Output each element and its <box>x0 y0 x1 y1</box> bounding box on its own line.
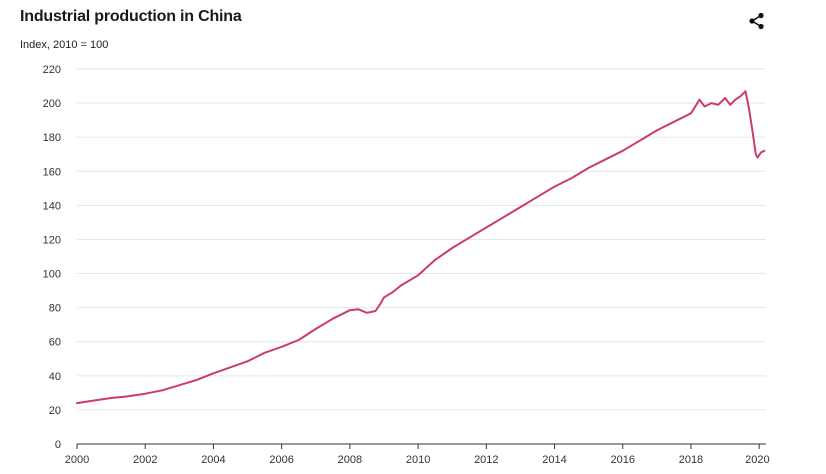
chart-subtitle: Index, 2010 = 100 <box>20 39 109 51</box>
x-tick-label: 2002 <box>133 454 157 466</box>
y-tick-label: 60 <box>49 337 61 349</box>
y-tick-label: 160 <box>43 166 61 178</box>
y-axis: 0 20 40 60 80 100 120 140 160 180 200 220 <box>43 64 61 451</box>
y-tick-label: 140 <box>43 200 61 212</box>
x-tick-label: 2018 <box>679 454 703 466</box>
y-tick-label: 40 <box>49 371 61 383</box>
x-tick-label: 2008 <box>338 454 362 466</box>
y-tick-label: 120 <box>43 234 61 246</box>
y-tick-label: 100 <box>43 269 61 281</box>
y-tick-label: 180 <box>43 132 61 144</box>
series-group <box>76 90 766 405</box>
x-tick-label: 2006 <box>269 454 293 466</box>
y-tick-label: 80 <box>49 303 61 315</box>
y-tick-label: 200 <box>43 98 61 110</box>
x-axis: 2000 2002 2004 2006 2008 2010 2012 2014 2016 2018… <box>65 443 770 466</box>
series-line <box>76 90 766 405</box>
x-tick-label: 2010 <box>406 454 430 466</box>
x-tick-label: 2016 <box>611 454 635 466</box>
y-tick-label: 20 <box>49 405 61 417</box>
y-tick-label: 220 <box>43 64 61 76</box>
x-tick-label: 2014 <box>542 454 566 466</box>
chart-title: Industrial production in China <box>20 8 242 25</box>
x-tick-label: 2012 <box>474 454 498 466</box>
x-tick-label: 2004 <box>201 454 225 466</box>
share-icon[interactable] <box>747 11 767 31</box>
gridlines <box>77 68 766 411</box>
x-tick-label: 2000 <box>65 454 89 466</box>
y-tick-label: 0 <box>55 439 61 451</box>
x-tick-label: 2020 <box>745 454 769 466</box>
